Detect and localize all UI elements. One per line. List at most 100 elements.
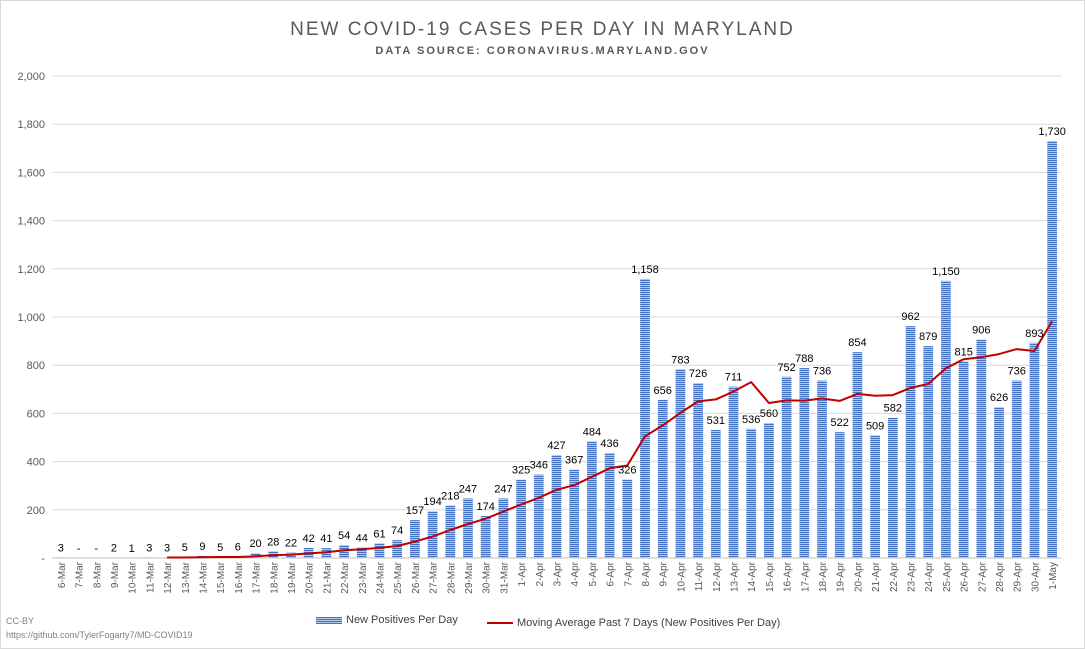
x-tick-label: 13-Mar bbox=[181, 561, 192, 593]
x-tick-label: 26-Apr bbox=[960, 561, 971, 592]
x-tick-label: 1-May bbox=[1048, 562, 1059, 590]
x-tick-label: 31-Mar bbox=[499, 561, 510, 593]
data-label: 906 bbox=[972, 325, 990, 337]
data-label: 788 bbox=[795, 353, 813, 365]
x-tick-label: 24-Apr bbox=[924, 561, 935, 592]
x-tick-label: 14-Apr bbox=[747, 561, 758, 592]
data-label: 1,158 bbox=[631, 264, 659, 276]
data-label: 194 bbox=[423, 496, 441, 508]
bar bbox=[941, 280, 951, 558]
bar bbox=[799, 368, 810, 558]
data-label: 44 bbox=[356, 532, 368, 544]
x-tick-label: 25-Mar bbox=[393, 561, 404, 593]
bar bbox=[410, 520, 420, 558]
x-tick-label: 9-Mar bbox=[110, 561, 121, 588]
x-tick-label: 2-Apr bbox=[535, 561, 546, 586]
data-label: 28 bbox=[267, 536, 279, 548]
bar bbox=[1029, 342, 1040, 558]
x-tick-label: 24-Mar bbox=[375, 561, 386, 593]
data-label: 218 bbox=[441, 490, 459, 502]
legend-swatch-line bbox=[486, 621, 513, 624]
y-tick-label: 200 bbox=[27, 505, 45, 517]
data-label: 536 bbox=[742, 414, 760, 426]
bar bbox=[675, 369, 686, 558]
x-tick-label: 27-Mar bbox=[429, 561, 440, 593]
data-label: 2 bbox=[111, 543, 117, 555]
x-tick-label: 26-Mar bbox=[411, 561, 422, 593]
data-label: 3 bbox=[146, 542, 152, 554]
y-tick-label: 1,000 bbox=[17, 312, 45, 324]
data-label: 893 bbox=[1025, 328, 1043, 340]
bar bbox=[516, 479, 526, 558]
bar bbox=[905, 326, 916, 558]
bar bbox=[569, 469, 580, 558]
bar bbox=[339, 544, 349, 558]
x-tick-label: 15-Mar bbox=[216, 561, 227, 593]
bar bbox=[834, 432, 845, 558]
x-tick-label: 7-Mar bbox=[75, 561, 86, 588]
bar bbox=[144, 557, 155, 558]
data-label: 1,150 bbox=[932, 266, 960, 278]
data-label: 962 bbox=[901, 311, 919, 323]
x-tick-label: 7-Apr bbox=[623, 561, 634, 586]
bar bbox=[55, 557, 66, 558]
x-tick-label: 12-Mar bbox=[163, 561, 174, 593]
bar bbox=[923, 346, 934, 558]
data-label: 326 bbox=[618, 464, 636, 476]
legend-swatch-bars bbox=[316, 616, 342, 624]
data-label: 509 bbox=[866, 420, 884, 432]
y-tick-label: 2,000 bbox=[17, 71, 45, 83]
legend: New Positives Per Day Moving Average Pas… bbox=[316, 614, 806, 629]
x-tick-label: 22-Apr bbox=[889, 561, 900, 592]
credit-url: https://github.com/TylerFogarty7/MD-COVI… bbox=[6, 630, 193, 640]
bar bbox=[533, 474, 544, 558]
data-label: 522 bbox=[831, 417, 849, 429]
x-tick-label: 10-Mar bbox=[128, 561, 139, 593]
chart-title: NEW COVID-19 CASES PER DAY IN MARYLAND bbox=[290, 19, 795, 40]
moving-average-line bbox=[167, 320, 1053, 559]
data-label: 22 bbox=[285, 538, 297, 550]
y-tick-label: - bbox=[41, 553, 45, 565]
data-label: 346 bbox=[530, 460, 548, 472]
data-label: 41 bbox=[320, 533, 332, 545]
bar bbox=[657, 399, 668, 558]
data-label: 436 bbox=[600, 438, 618, 450]
credit-block: CC-BY https://github.com/TylerFogarty7/M… bbox=[6, 614, 193, 642]
data-label: 626 bbox=[990, 392, 1008, 404]
data-label: 736 bbox=[813, 366, 831, 378]
x-tick-label: 8-Mar bbox=[92, 561, 103, 588]
x-tick-label: 19-Mar bbox=[287, 561, 298, 593]
data-label: 879 bbox=[919, 331, 937, 343]
bar bbox=[870, 435, 880, 558]
x-tick-label: 19-Apr bbox=[836, 561, 847, 592]
data-label: 3 bbox=[58, 542, 64, 554]
legend-label-line: Moving Average Past 7 Days (New Positive… bbox=[516, 616, 781, 629]
x-tick-label: 17-Apr bbox=[800, 561, 811, 592]
data-label: 726 bbox=[689, 368, 707, 380]
x-tick-label: 6-Apr bbox=[606, 561, 617, 586]
data-label: 711 bbox=[725, 372, 743, 384]
bar bbox=[622, 479, 633, 558]
x-tick-label: 27-Apr bbox=[977, 561, 988, 592]
y-tick-label: 800 bbox=[27, 360, 45, 372]
x-tick-label: 28-Mar bbox=[446, 561, 457, 593]
bar bbox=[764, 423, 774, 558]
x-tick-label: 12-Apr bbox=[712, 561, 723, 592]
bar bbox=[427, 511, 438, 558]
x-tick-label: 1-Apr bbox=[517, 561, 528, 586]
data-label: 854 bbox=[848, 337, 866, 349]
data-label: 560 bbox=[760, 408, 778, 420]
x-tick-label: 23-Mar bbox=[358, 561, 369, 593]
x-tick-label: 18-Apr bbox=[818, 561, 829, 592]
x-tick-label: 30-Apr bbox=[1030, 561, 1041, 592]
data-label: 74 bbox=[391, 525, 403, 537]
x-tick-label: 20-Apr bbox=[853, 561, 864, 592]
data-label: 5 bbox=[182, 542, 188, 554]
data-label: 783 bbox=[671, 354, 689, 366]
x-tick-label: 16-Apr bbox=[783, 561, 794, 592]
x-tick-label: 20-Mar bbox=[305, 561, 316, 593]
data-label: 247 bbox=[494, 483, 512, 495]
data-label: 582 bbox=[884, 403, 902, 415]
bar bbox=[976, 339, 987, 558]
bar bbox=[374, 543, 385, 558]
